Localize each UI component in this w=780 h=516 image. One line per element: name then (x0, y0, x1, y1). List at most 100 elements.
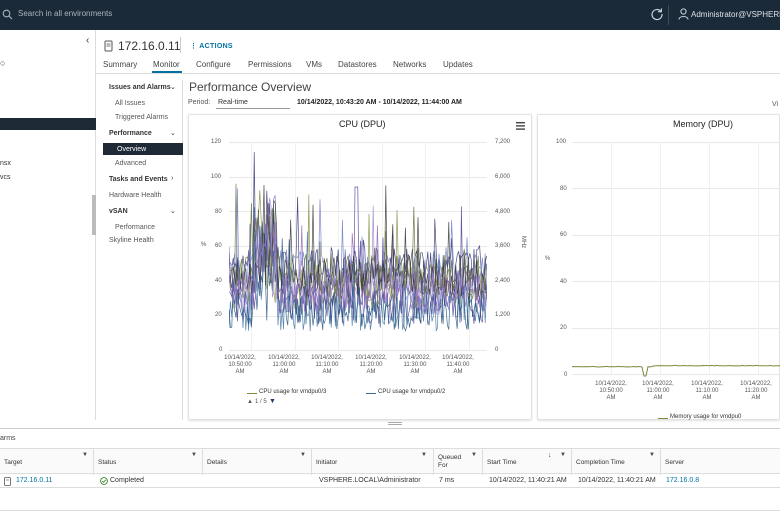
monitor-subnav: Issues and Alarms ⌄ All Issues Triggered… (103, 80, 183, 420)
legend-item[interactable]: CPU usage for vmdpu0/2 (378, 389, 446, 395)
resize-handle[interactable] (388, 422, 402, 425)
x-tick-label: 10/14/2022, 11:10:00 AM (691, 381, 723, 401)
chart-menu-icon[interactable] (516, 122, 525, 130)
column-start-time[interactable]: Start Time (483, 449, 572, 475)
user-icon[interactable] (678, 8, 689, 20)
tree-item[interactable]: nsx (0, 160, 11, 167)
task-start-time: 10/14/2022, 11:40:21 AM (489, 477, 567, 484)
y-tick-label: 20 (215, 312, 222, 318)
alarms-tab[interactable]: arms (0, 435, 16, 442)
task-server-link[interactable]: 172.16.0.8 (666, 477, 700, 484)
filter-icon[interactable]: ▼ (82, 452, 88, 458)
y-tick-label: 100 (211, 174, 222, 180)
subnav-advanced[interactable]: Advanced (115, 160, 147, 167)
page-title: 172.16.0.11 (118, 39, 181, 53)
legend-swatch (247, 393, 257, 394)
y-tick-label: 100 (556, 139, 567, 145)
table-header: Target ▼ Status ▼ Details ▼ Initiator ▼ … (0, 448, 780, 475)
column-completion-time[interactable]: Completion Time (572, 449, 661, 475)
search-input[interactable]: Search in all environments (18, 9, 113, 18)
sort-desc-icon[interactable]: ↓ (548, 452, 552, 459)
y-right-tick-label: 1,200 (495, 312, 511, 318)
chevron-right-icon[interactable]: › (171, 175, 174, 182)
divider (180, 37, 181, 53)
filter-icon[interactable]: ▼ (191, 452, 197, 458)
inventory-tree: ‹ ○ nsx vcs (0, 30, 96, 420)
subnav-all-issues[interactable]: All Issues (115, 100, 145, 107)
tab-networks[interactable]: Networks (393, 60, 427, 69)
series-line (229, 197, 487, 315)
y-right-tick-label: 6,000 (495, 174, 511, 180)
x-tick-label: 10/14/2022, 11:30:00 AM (399, 355, 431, 375)
period-range: 10/14/2022, 10:43:20 AM - 10/14/2022, 11… (297, 99, 462, 106)
tab-updates[interactable]: Updates (443, 60, 473, 69)
y-right-tick-label: 0 (495, 347, 499, 353)
subnav-hardware-health[interactable]: Hardware Health (109, 192, 162, 199)
legend-swatch (366, 393, 376, 394)
column-details[interactable]: Details (203, 449, 312, 475)
filter-icon[interactable]: ▼ (560, 452, 566, 458)
subnav-triggered-alarms[interactable]: Triggered Alarms (115, 114, 169, 121)
tab-bar: Summary Monitor Configure Permissions VM… (103, 60, 780, 74)
y-tick-label: 40 (215, 278, 222, 284)
y-tick-label: 80 (560, 186, 567, 192)
chevron-down-icon[interactable]: ⌄ (170, 130, 176, 137)
legend-item[interactable]: CPU usage for vmdpu0/3 (259, 389, 327, 395)
subnav-performance[interactable]: Performance (109, 130, 152, 137)
tab-configure[interactable]: Configure (196, 60, 231, 69)
column-status[interactable]: Status (94, 449, 203, 475)
collapse-icon[interactable]: ‹ (86, 35, 90, 46)
check-circle-icon (100, 477, 108, 485)
selected-tree-item[interactable] (0, 118, 96, 130)
subnav-vsan-performance[interactable]: Performance (115, 224, 156, 231)
tab-datastores[interactable]: Datastores (338, 60, 377, 69)
filter-icon[interactable]: ▼ (421, 452, 427, 458)
chevron-down-icon[interactable]: ⌄ (170, 84, 176, 91)
divider (668, 5, 669, 25)
user-menu[interactable]: Administrator@VSPHERE.LOCAL (691, 10, 780, 19)
column-queued-for[interactable]: Queued For (434, 449, 483, 475)
cpu-plot-area[interactable] (229, 142, 487, 352)
subnav-tasks-events[interactable]: Tasks and Events (109, 176, 168, 183)
refresh-icon[interactable] (650, 7, 664, 21)
task-target-link[interactable]: 172.16.0.11 (16, 477, 53, 484)
filter-icon[interactable]: ▼ (649, 452, 655, 458)
filter-icon[interactable]: ▼ (300, 452, 306, 458)
subnav-vsan[interactable]: vSAN (109, 208, 128, 215)
legend-pager-prev-icon[interactable]: ▲ (247, 399, 253, 405)
column-initiator[interactable]: Initiator (312, 449, 434, 475)
chart-title: Memory (DPU) (673, 119, 733, 129)
tab-summary[interactable]: Summary (103, 60, 138, 69)
x-tick-label: 10/14/2022, 10:50:00 AM (224, 355, 256, 375)
subnav-overview[interactable]: Overview (117, 146, 147, 153)
memory-plot-area[interactable] (572, 142, 780, 378)
actions-label: ACTIONS (199, 43, 233, 50)
y-right-tick-label: 7,200 (495, 139, 511, 145)
tab-permissions[interactable]: Permissions (248, 60, 292, 69)
y-tick-label: 40 (560, 279, 567, 285)
filter-icon[interactable]: ▼ (471, 452, 477, 458)
subnav-issues-alarms[interactable]: Issues and Alarms (109, 84, 171, 91)
view-label[interactable]: Vi (772, 101, 779, 108)
table-row[interactable]: 172.16.0.11 Completed VSPHERE.LOCAL\Admi… (0, 474, 780, 488)
search-icon[interactable] (2, 9, 13, 20)
tree-item[interactable]: vcs (0, 174, 11, 181)
task-completion-time: 10/14/2022, 11:40:21 AM (578, 477, 656, 484)
y-tick-label: 120 (211, 139, 222, 145)
actions-button[interactable]: ⋮ ACTIONS (190, 42, 233, 50)
y-tick-label: 0 (564, 372, 568, 378)
legend-pager-next-icon[interactable]: ▼ (269, 398, 276, 405)
host-icon (4, 477, 11, 486)
legend-item[interactable]: Memory usage for vmdpu0 (670, 414, 742, 420)
legend-pager: 1 / 5 (255, 399, 267, 405)
top-bar: Search in all environments Administrator… (0, 0, 780, 30)
column-server[interactable]: Server (665, 458, 685, 466)
subnav-skyline-health[interactable]: Skyline Health (109, 237, 154, 244)
inventory-node-icon: ○ (0, 58, 6, 68)
tab-monitor[interactable]: Monitor (153, 60, 180, 69)
scrollbar[interactable] (92, 195, 96, 235)
chevron-down-icon[interactable]: ⌄ (170, 208, 176, 215)
column-target[interactable]: Target (0, 449, 94, 475)
tab-vms[interactable]: VMs (306, 60, 322, 69)
period-select[interactable]: Real-time (216, 97, 290, 109)
